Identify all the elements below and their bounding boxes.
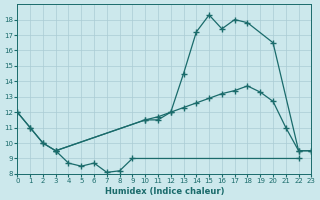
X-axis label: Humidex (Indice chaleur): Humidex (Indice chaleur) — [105, 187, 224, 196]
